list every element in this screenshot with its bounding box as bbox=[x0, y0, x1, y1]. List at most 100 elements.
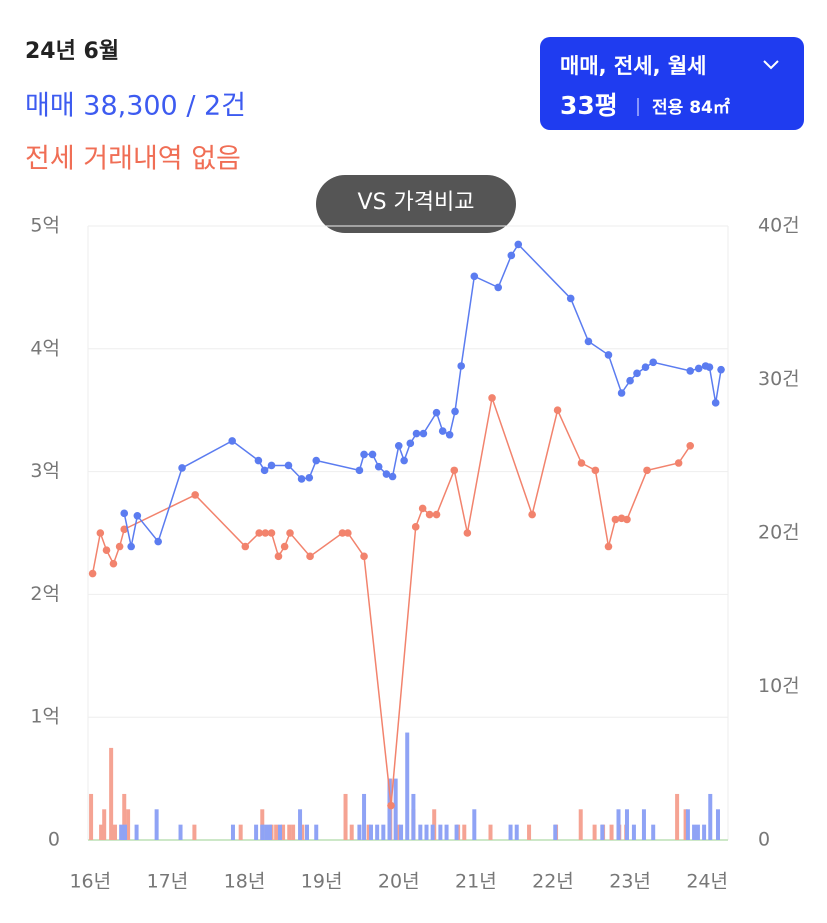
volume-bar bbox=[631, 824, 636, 840]
price-point bbox=[674, 459, 683, 467]
volume-bar bbox=[368, 824, 373, 840]
volume-bar bbox=[134, 824, 139, 840]
price-point bbox=[451, 407, 459, 416]
volume-bar bbox=[609, 824, 614, 840]
volume-bar bbox=[192, 824, 197, 840]
volume-bar bbox=[488, 824, 493, 840]
y2-tick-label: 30건 bbox=[758, 368, 800, 390]
price-point bbox=[611, 515, 620, 524]
price-point bbox=[360, 552, 368, 561]
price-point bbox=[643, 466, 651, 475]
price-point bbox=[344, 529, 352, 537]
volume-bar bbox=[99, 824, 104, 840]
volume-bar bbox=[154, 809, 159, 840]
volume-bar bbox=[381, 824, 386, 840]
volume-bar bbox=[314, 824, 319, 840]
volume-bar bbox=[424, 824, 429, 840]
volume-bar bbox=[592, 824, 597, 840]
price-point bbox=[312, 456, 321, 465]
sale-summary: 매매 38,300 / 2건 bbox=[25, 91, 246, 122]
price-point bbox=[604, 351, 613, 359]
volume-bar bbox=[89, 793, 94, 840]
volume-bar bbox=[683, 809, 688, 840]
x-tick-label: 23년 bbox=[609, 871, 651, 893]
price-point bbox=[406, 439, 415, 448]
price-point bbox=[711, 399, 720, 407]
volume-bar bbox=[692, 824, 697, 840]
volume-bar bbox=[418, 824, 423, 840]
price-point bbox=[382, 470, 391, 478]
price-point bbox=[438, 427, 447, 435]
price-point bbox=[355, 466, 364, 475]
size-pyeong: 33평 bbox=[560, 91, 618, 120]
volume-bar bbox=[304, 824, 309, 840]
price-point bbox=[154, 537, 162, 546]
price-point bbox=[694, 364, 703, 373]
volume-bar bbox=[616, 809, 621, 840]
y-tick-label: 1억 bbox=[30, 706, 60, 728]
volume-bar bbox=[298, 809, 303, 840]
volume-bar bbox=[438, 824, 443, 840]
x-tick-label: 20년 bbox=[378, 871, 420, 893]
price-point bbox=[360, 450, 368, 459]
price-point bbox=[411, 523, 420, 531]
volume-bar bbox=[444, 824, 449, 840]
volume-bar bbox=[624, 809, 629, 840]
price-point bbox=[306, 552, 314, 561]
volume-bar bbox=[300, 824, 305, 840]
volume-bar bbox=[126, 809, 131, 840]
price-point bbox=[450, 466, 459, 475]
price-point bbox=[260, 466, 269, 475]
y2-tick-label: 0 bbox=[758, 829, 770, 851]
price-point bbox=[577, 459, 586, 467]
price-point bbox=[432, 510, 441, 519]
volume-bar bbox=[230, 824, 235, 840]
y-tick-label: 2억 bbox=[30, 583, 60, 605]
volume-bar bbox=[357, 824, 362, 840]
volume-bar bbox=[122, 793, 127, 840]
price-point bbox=[388, 472, 397, 481]
price-point bbox=[284, 461, 293, 470]
volume-bar bbox=[675, 793, 680, 840]
volume-bar bbox=[267, 824, 272, 840]
volume-bar bbox=[695, 824, 700, 840]
x-tick-label: 16년 bbox=[69, 871, 111, 893]
price-line bbox=[91, 394, 691, 806]
filter-button-bg bbox=[540, 37, 804, 130]
price-point bbox=[191, 491, 199, 499]
compare-button-bg bbox=[316, 175, 516, 233]
filter-button[interactable]: 매매, 전세, 월세 33평 전용 84㎡ bbox=[540, 37, 804, 130]
price-point bbox=[457, 362, 466, 370]
price-point bbox=[387, 801, 395, 810]
price-point bbox=[507, 251, 516, 260]
volume-bar bbox=[399, 824, 404, 840]
price-point bbox=[88, 569, 97, 578]
volume-bar bbox=[462, 824, 467, 840]
price-point bbox=[261, 529, 270, 537]
volume-bar bbox=[119, 824, 124, 840]
price-point bbox=[286, 529, 294, 537]
y-tick-label: 0 bbox=[48, 829, 60, 851]
volume-bar bbox=[387, 778, 392, 840]
y-tick-label: 4억 bbox=[30, 337, 60, 359]
x-tick-label: 17년 bbox=[147, 871, 189, 893]
volume-bar bbox=[393, 778, 398, 840]
compare-button[interactable]: VS 가격비교 bbox=[316, 175, 516, 233]
jeonse-summary: 전세 거래내역 없음 bbox=[25, 144, 241, 175]
price-point bbox=[274, 552, 283, 561]
price-point bbox=[96, 529, 105, 537]
price-point bbox=[280, 542, 289, 551]
volume-bar bbox=[254, 824, 259, 840]
volume-bar bbox=[641, 809, 646, 840]
volume-bar bbox=[651, 824, 656, 840]
volume-bar bbox=[715, 809, 720, 840]
volume-bar bbox=[178, 824, 183, 840]
price-point bbox=[686, 367, 695, 375]
price-point bbox=[418, 504, 427, 513]
price-point bbox=[470, 272, 479, 281]
price-point bbox=[566, 294, 575, 303]
price-point bbox=[394, 442, 403, 450]
volume-bar bbox=[708, 793, 713, 840]
price-point bbox=[241, 542, 250, 551]
period: 24년 6월 bbox=[25, 39, 119, 64]
